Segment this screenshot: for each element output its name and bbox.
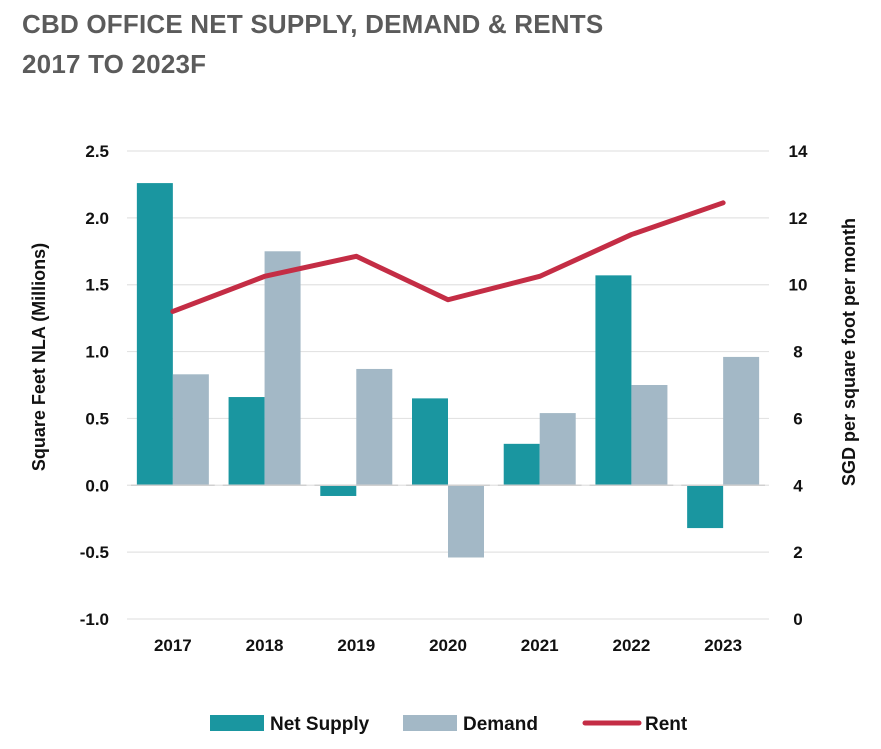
net-supply-bar: [503, 443, 540, 486]
left-tick-label: 1.0: [85, 343, 109, 362]
left-tick-label: -1.0: [80, 610, 109, 629]
x-tick-label: 2020: [429, 636, 467, 655]
left-tick-label: -0.5: [80, 543, 109, 562]
right-axis-ticks: 14 12 10 8 6 4 2 0: [789, 142, 808, 629]
chart-title-line-1: CBD OFFICE NET SUPPLY, DEMAND & RENTS: [22, 9, 604, 39]
left-tick-label: 2.0: [85, 209, 109, 228]
legend: Net Supply Demand Rent: [210, 714, 688, 735]
left-tick-label: 1.5: [85, 276, 109, 295]
right-tick-label: 6: [793, 409, 802, 428]
x-tick-label: 2023: [704, 636, 742, 655]
left-tick-label: 0.5: [85, 409, 109, 428]
x-tick-label: 2017: [154, 636, 192, 655]
demand-bar: [356, 368, 393, 486]
left-tick-label: 2.5: [85, 142, 109, 161]
right-tick-label: 2: [793, 543, 802, 562]
net-supply-bar: [320, 485, 357, 496]
right-tick-label: 0: [793, 610, 802, 629]
x-tick-label: 2021: [521, 636, 559, 655]
demand-bar: [264, 251, 301, 486]
net-supply-bar: [595, 275, 632, 486]
right-axis-title: SGD per square foot per month: [839, 218, 859, 486]
demand-bar: [539, 413, 576, 486]
right-tick-label: 14: [789, 142, 808, 161]
legend-label: Demand: [463, 714, 538, 735]
demand-bar: [172, 374, 209, 486]
x-tick-label: 2022: [613, 636, 651, 655]
demand-bar: [448, 485, 484, 558]
left-tick-label: 0.0: [85, 476, 109, 495]
right-tick-label: 4: [793, 476, 803, 495]
rent-line: [170, 200, 726, 314]
demand-bar: [723, 356, 760, 486]
rent-series-line: [170, 200, 726, 314]
net-supply-bar: [136, 183, 173, 486]
legend-swatch: [210, 715, 264, 731]
legend-swatch: [403, 715, 457, 731]
x-tick-label: 2019: [337, 636, 375, 655]
demand-bar: [631, 385, 668, 486]
legend-label: Net Supply: [270, 714, 370, 735]
left-axis-ticks: 2.5 2.0 1.5 1.0 0.5 0.0 -0.5 -1.0: [80, 142, 109, 629]
net-supply-bar: [228, 397, 265, 486]
x-axis-ticks: 2017 2018 2019 2020 2021 2022 2023: [154, 636, 742, 655]
legend-label: Rent: [645, 714, 688, 735]
bars: [136, 183, 760, 558]
net-supply-bar: [687, 485, 724, 529]
net-supply-bar: [412, 398, 448, 486]
x-tick-label: 2018: [246, 636, 284, 655]
right-tick-label: 12: [789, 209, 808, 228]
right-tick-label: 10: [789, 276, 808, 295]
right-tick-label: 8: [793, 343, 802, 362]
left-axis-title: Square Feet NLA (Millions): [29, 243, 49, 471]
chart-title: CBD OFFICE NET SUPPLY, DEMAND & RENTS 20…: [22, 4, 862, 84]
chart-title-line-2: 2017 TO 2023F: [22, 49, 207, 79]
